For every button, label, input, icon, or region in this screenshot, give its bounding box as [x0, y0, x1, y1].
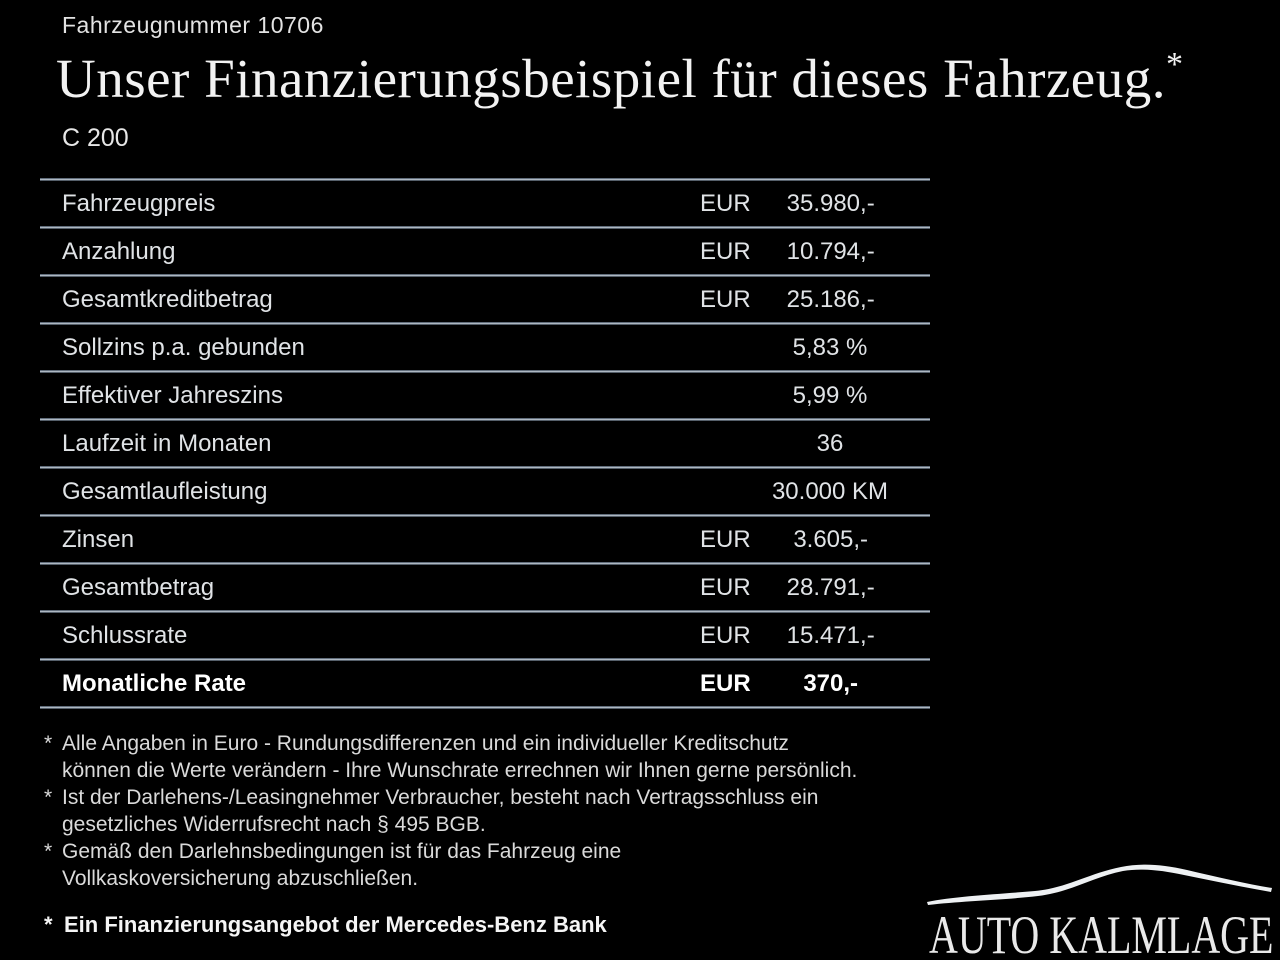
table-divider [40, 706, 930, 709]
row-label: Anzahlung [62, 237, 176, 265]
footnotes: * Alle Angaben in Euro - Rundungsdiffere… [44, 730, 954, 892]
dealer-logo: AUTO KALMLAGE [925, 858, 1280, 960]
footnote-text: Gemäß den Darlehnsbedingungen ist für da… [62, 838, 621, 892]
table-divider [40, 466, 930, 469]
footnote-line: Alle Angaben in Euro - Rundungsdifferenz… [62, 732, 789, 755]
table-row: Gesamtlaufleistung 30.000 KM [40, 469, 930, 514]
page-title-text: Unser Finanzierungsbeispiel für dieses F… [56, 48, 1166, 109]
row-label: Laufzeit in Monaten [62, 429, 272, 457]
table-row: Anzahlung EUR 10.794,- [40, 229, 930, 274]
table-divider [40, 514, 930, 517]
row-label: Gesamtkreditbetrag [62, 285, 273, 313]
table-row: Schlussrate EUR 15.471,- [40, 613, 930, 658]
table-row: Gesamtkreditbetrag EUR 25.186,- [40, 277, 930, 322]
footnote: * Gemäß den Darlehnsbedingungen ist für … [44, 838, 954, 892]
vehicle-number: Fahrzeugnummer 10706 [62, 12, 324, 38]
row-value: 370,- [803, 669, 859, 697]
footnote-asterisk: * [44, 732, 53, 755]
table-divider [40, 658, 930, 661]
car-silhouette-icon [927, 864, 1272, 905]
footnote-text: Ist der Darlehens-/Leasingnehmer Verbrau… [62, 784, 818, 838]
row-label: Gesamtbetrag [62, 573, 215, 601]
title-asterisk: * [1165, 46, 1184, 83]
footnote: * Ist der Darlehens-/Leasingnehmer Verbr… [44, 784, 954, 838]
footnote-line: Vollkaskoversicherung abzuschließen. [62, 867, 419, 890]
page-title: Unser Finanzierungsbeispiel für dieses F… [56, 46, 1184, 110]
footnote-line: Ist der Darlehens-/Leasingnehmer Verbrau… [62, 786, 819, 809]
footnote-line: können die Werte verändern - Ihre Wunsch… [62, 759, 858, 782]
row-value: 30.000 KM [771, 477, 889, 505]
row-value: 10.794,- [786, 237, 875, 265]
footnote-asterisk: * [44, 840, 53, 863]
table-row: Laufzeit in Monaten 36 [40, 421, 930, 466]
table-row: Sollzins p.a. gebunden 5,83 % [40, 325, 930, 370]
row-label: Monatliche Rate [62, 669, 247, 697]
footnote-line: gesetzliches Widerrufsrecht nach § 495 B… [62, 813, 486, 836]
row-value: 28.791,- [786, 573, 875, 601]
footnote-asterisk: * [44, 912, 53, 937]
dealer-name: AUTO KALMLAGE [929, 905, 1274, 960]
table-divider [40, 226, 930, 229]
table-divider [40, 562, 930, 565]
financing-offer-note: * Ein Finanzierungsangebot der Mercedes-… [44, 912, 607, 938]
row-currency: EUR [700, 189, 751, 217]
table-row: Effektiver Jahreszins 5,99 % [40, 373, 930, 418]
row-currency: EUR [700, 285, 751, 313]
table-divider [40, 370, 930, 373]
row-value: 5,99 % [792, 381, 868, 409]
row-value: 5,83 % [792, 333, 868, 361]
row-label: Effektiver Jahreszins [62, 381, 283, 409]
row-value: 36 [816, 429, 844, 457]
row-currency: EUR [700, 621, 751, 649]
footnote: * Alle Angaben in Euro - Rundungsdiffere… [44, 730, 954, 784]
footnote-line: Gemäß den Darlehnsbedingungen ist für da… [62, 840, 622, 863]
table-row: Zinsen EUR 3.605,- [40, 517, 930, 562]
row-value: 25.186,- [786, 285, 875, 313]
row-label: Fahrzeugpreis [62, 189, 216, 217]
row-value: 3.605,- [793, 525, 869, 553]
row-currency: EUR [700, 669, 751, 697]
row-currency: EUR [700, 525, 751, 553]
row-currency: EUR [700, 237, 751, 265]
table-divider [40, 274, 930, 277]
row-value: 35.980,- [786, 189, 875, 217]
row-label: Sollzins p.a. gebunden [62, 333, 305, 361]
row-label: Zinsen [62, 525, 135, 553]
table-divider [40, 418, 930, 421]
finance-table: Fahrzeugpreis EUR 35.980,- Anzahlung EUR… [40, 178, 930, 709]
table-divider [40, 178, 930, 181]
row-currency: EUR [700, 573, 751, 601]
table-row: Fahrzeugpreis EUR 35.980,- [40, 181, 930, 226]
financing-offer-text: Ein Finanzierungsangebot der Mercedes-Be… [64, 912, 607, 937]
table-row-monthly-rate: Monatliche Rate EUR 370,- [40, 661, 930, 706]
vehicle-model: C 200 [62, 124, 129, 152]
table-divider [40, 322, 930, 325]
table-row: Gesamtbetrag EUR 28.791,- [40, 565, 930, 610]
table-divider [40, 610, 930, 613]
row-label: Gesamtlaufleistung [62, 477, 268, 505]
footnote-text: Alle Angaben in Euro - Rundungsdifferenz… [62, 730, 857, 784]
footnote-asterisk: * [44, 786, 53, 809]
row-label: Schlussrate [62, 621, 188, 649]
row-value: 15.471,- [786, 621, 875, 649]
